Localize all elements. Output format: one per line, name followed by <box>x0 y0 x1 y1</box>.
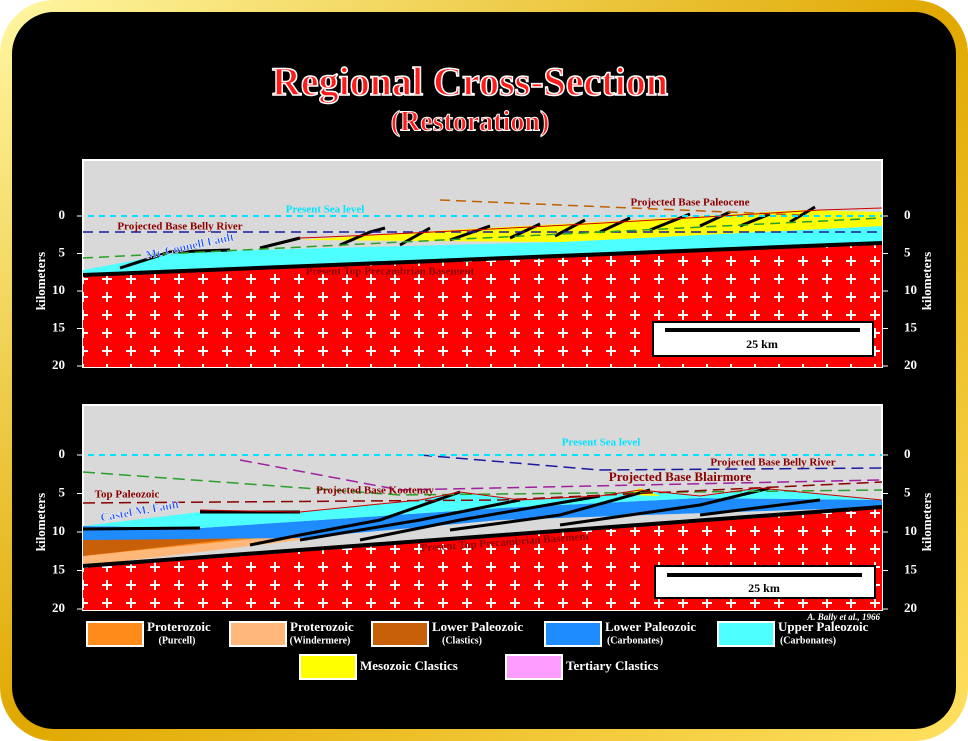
y-tick-label: 15 <box>52 561 66 576</box>
legend-detail: (Purcell) <box>158 635 195 646</box>
axis-label: kilometers <box>919 252 934 310</box>
y-tick-label: 5 <box>59 484 66 499</box>
y2-tick-label: 0 <box>904 446 911 461</box>
legend-swatch <box>229 621 287 647</box>
legend-label: Mesozoic Clastics <box>360 658 458 673</box>
y-tick-label: 5 <box>59 244 66 259</box>
geo-label: Top Paleozoic <box>95 489 160 501</box>
legend-label: Lower Paleozoic <box>605 619 696 634</box>
legend-label: Upper Paleozoic <box>778 619 869 634</box>
legend-detail: (Clastics) <box>442 635 482 646</box>
panel-bottom: 25 km Present Sea level Projected Base B… <box>82 404 883 611</box>
legend-detail: (Windermere) <box>290 635 351 646</box>
y2-tick-label: 0 <box>904 207 911 222</box>
legend-label: Tertiary Clastics <box>566 658 658 673</box>
legend-swatch <box>371 621 429 647</box>
legend-label: Proterozoic <box>147 619 211 634</box>
axis-label: kilometers <box>33 493 48 551</box>
y2-tick-label: 5 <box>904 484 911 499</box>
subtitle: (Restoration) <box>391 106 550 137</box>
panel-top: 25 km Present Sea level Projected Base P… <box>82 159 883 368</box>
geo-label: Projected Base Kootenay <box>316 485 434 497</box>
credit: A. Bally et al., 1966 <box>806 612 880 622</box>
y2-tick-label: 10 <box>904 282 917 297</box>
geo-label: Present Top Precambrian Basement <box>306 266 475 278</box>
legend-detail: (Carbonates) <box>607 635 663 646</box>
geo-label: Projected Base Belly River <box>710 457 835 469</box>
legend-label: Lower Paleozoic <box>432 619 523 634</box>
y2-tick-label: 20 <box>904 357 917 372</box>
legend-swatch <box>544 621 602 647</box>
y2-tick-label: 10 <box>904 523 917 538</box>
geo-label: Present Sea level <box>286 204 365 216</box>
y-tick-label: 20 <box>52 357 65 372</box>
axis-label: kilometers <box>33 252 48 310</box>
y-tick-label: 15 <box>52 319 66 334</box>
legend-swatch <box>505 654 563 680</box>
y-tick-label: 0 <box>59 446 66 461</box>
geo-label: Projected Base Paleocene <box>631 197 750 209</box>
y2-tick-label: 15 <box>904 319 918 334</box>
geo-label: Projected Base Belly River <box>117 221 242 233</box>
y-tick-label: 20 <box>52 600 65 615</box>
y-tick-label: 10 <box>52 282 65 297</box>
geo-label: Projected Base Blairmore <box>609 469 752 484</box>
y2-tick-label: 5 <box>904 244 911 259</box>
y-tick-label: 10 <box>52 523 65 538</box>
y-tick-label: 0 <box>59 207 66 222</box>
legend-swatch <box>299 654 357 680</box>
geo-label: Present Sea level <box>562 437 641 449</box>
scale-bar-label: 25 km <box>748 581 780 595</box>
y2-tick-label: 20 <box>904 600 917 615</box>
legend-swatch <box>717 621 775 647</box>
scale-bar-label: 25 km <box>746 337 778 351</box>
legend-label: Proterozoic <box>290 619 354 634</box>
axis-label: kilometers <box>919 493 934 551</box>
legend-detail: (Carbonates) <box>780 635 836 646</box>
title: Regional Cross-Section <box>272 59 668 104</box>
legend-swatch <box>86 621 144 647</box>
y2-tick-label: 15 <box>904 561 918 576</box>
